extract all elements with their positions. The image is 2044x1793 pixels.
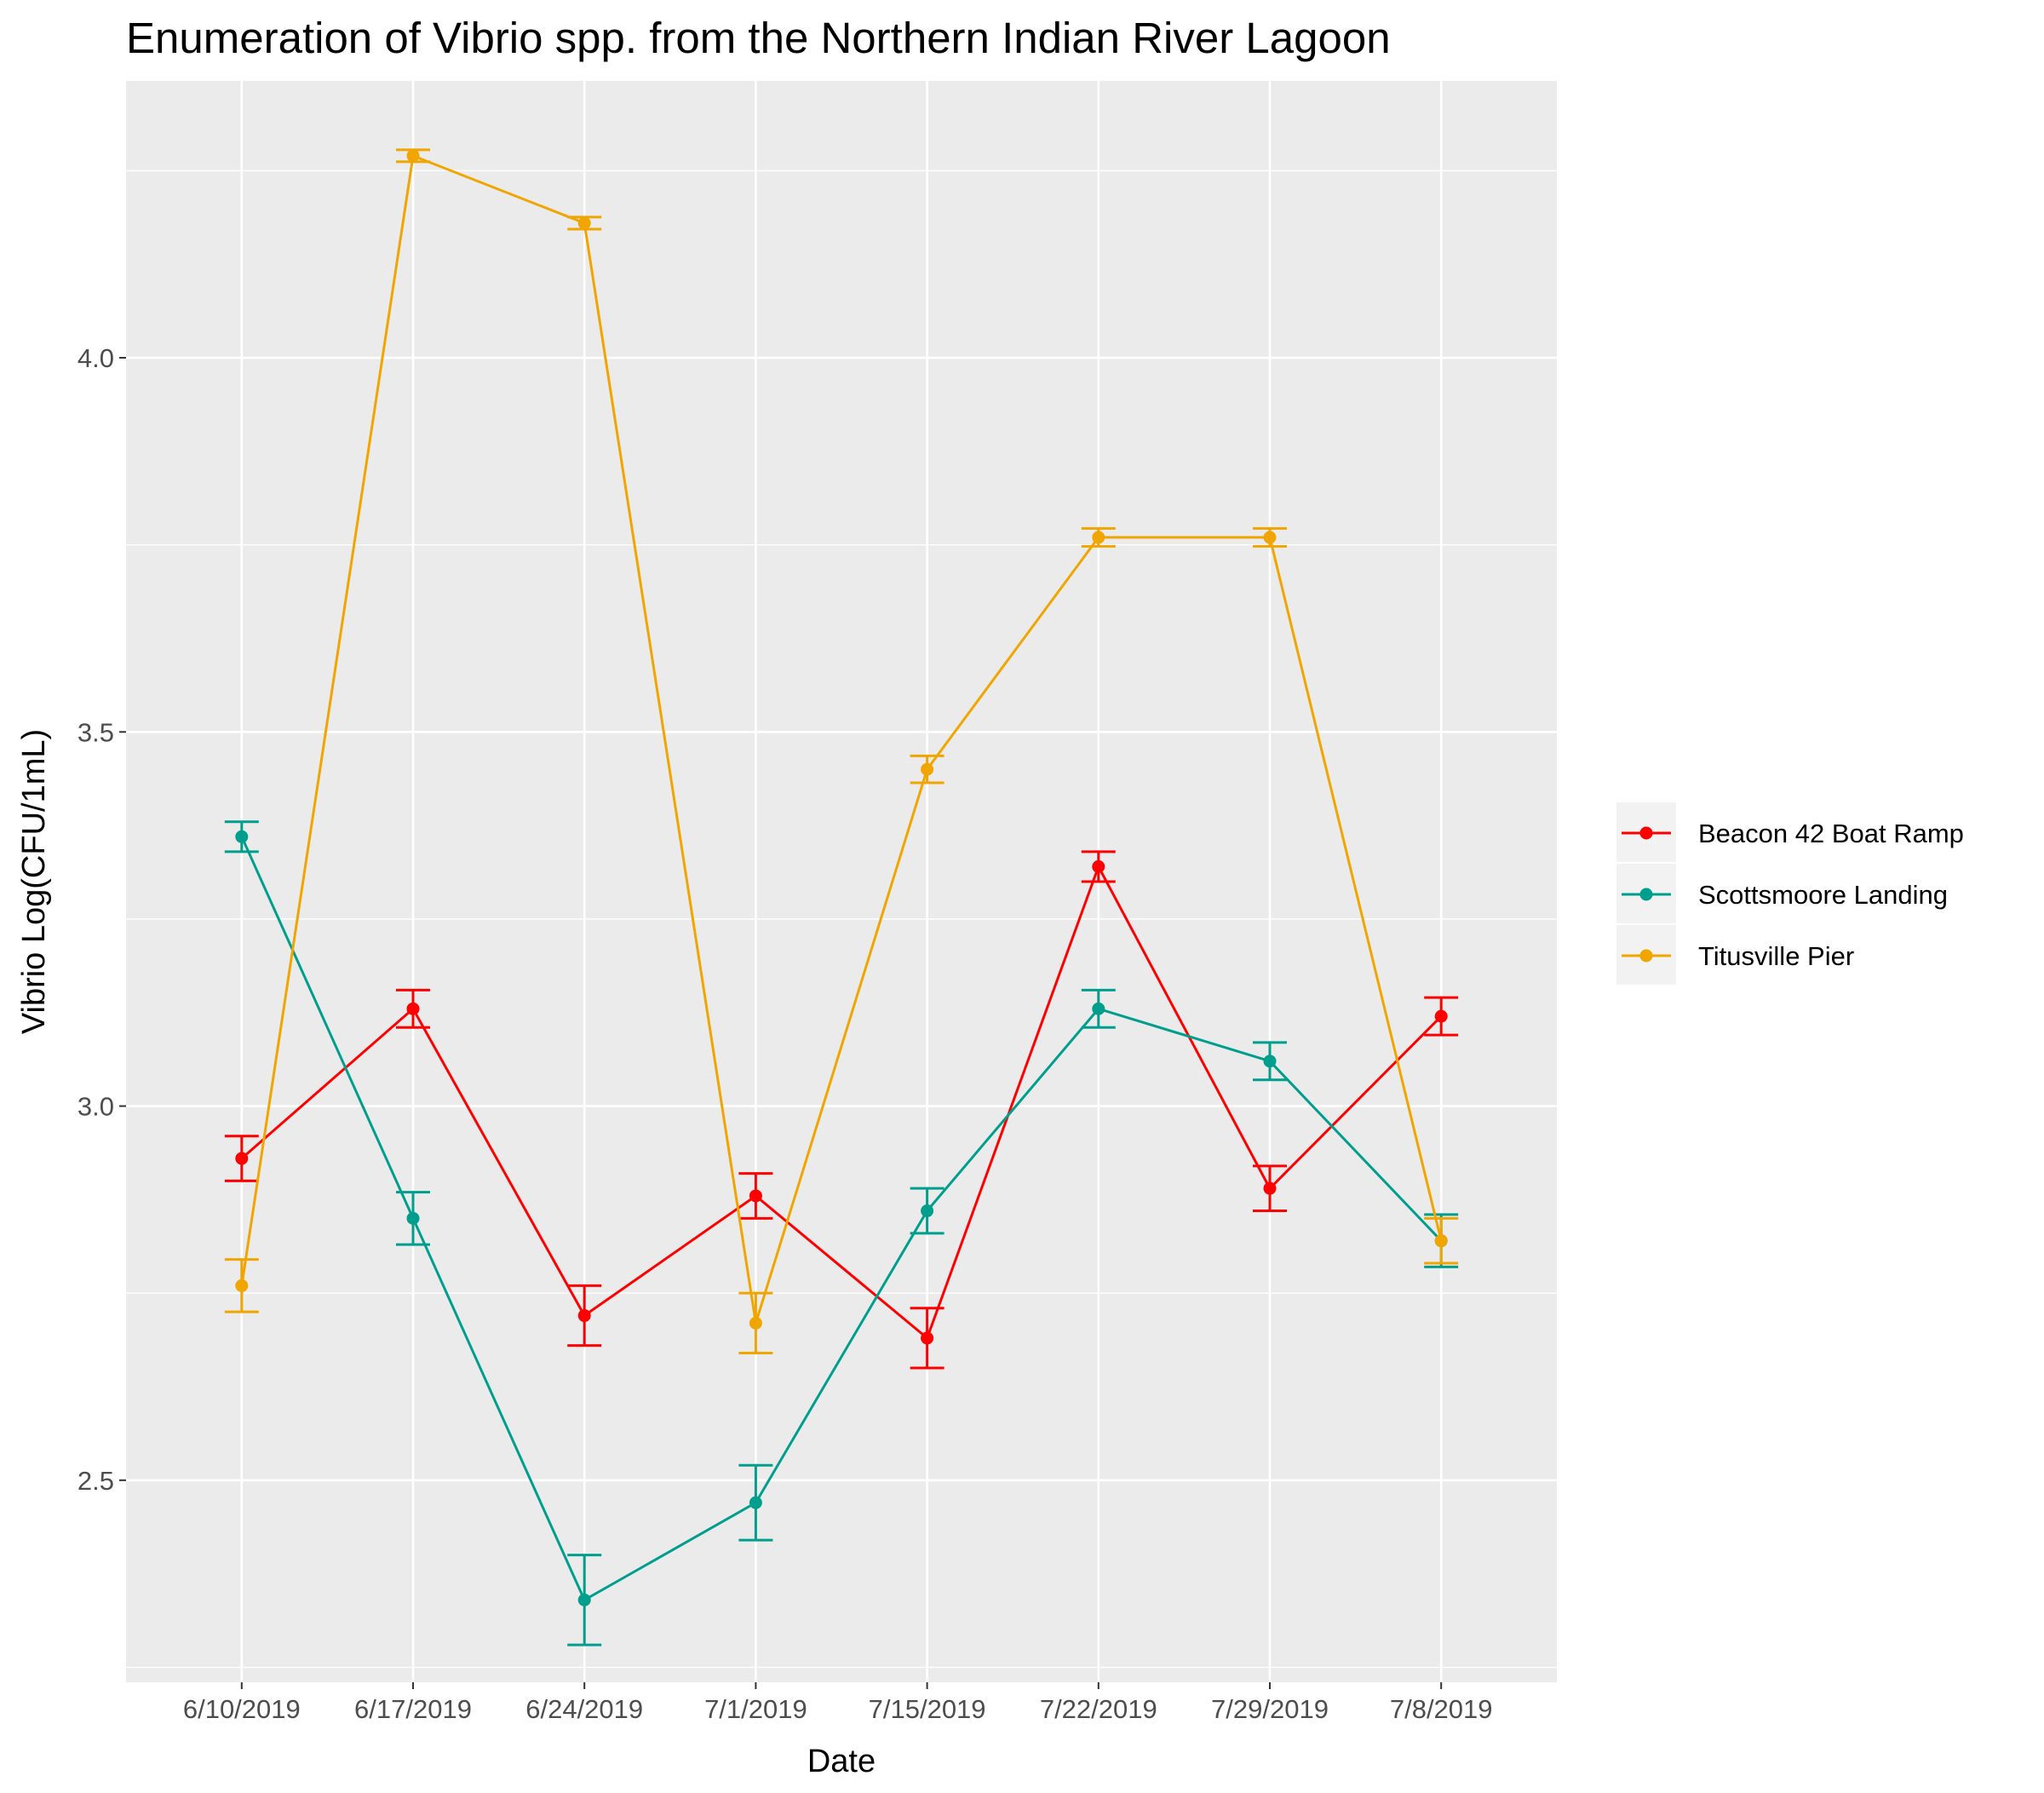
data-point	[1092, 1002, 1105, 1015]
data-point	[1434, 1009, 1448, 1023]
x-tick-label: 7/1/2019	[704, 1694, 807, 1724]
legend-label: Titusville Pier	[1698, 941, 1854, 971]
x-tick-label: 6/17/2019	[354, 1694, 472, 1724]
legend-key-point	[1639, 826, 1653, 840]
legend-item: Beacon 42 Boat Ramp	[1616, 802, 1964, 862]
y-axis: 2.5 3.0 3.5 4.0	[78, 343, 126, 1496]
data-point	[577, 1309, 591, 1323]
x-tick-label: 7/8/2019	[1390, 1694, 1493, 1724]
data-point	[235, 1279, 249, 1292]
data-point	[921, 1204, 934, 1218]
data-point	[577, 1593, 591, 1606]
y-tick-label: 3.5	[78, 717, 114, 747]
data-point	[921, 762, 934, 776]
x-tick-label: 7/22/2019	[1040, 1694, 1157, 1724]
y-axis-title: Vibrio Log(CFU/1mL)	[16, 729, 52, 1034]
legend-item: Titusville Pier	[1616, 925, 1854, 985]
grid-major	[126, 81, 1557, 1682]
x-axis-title: Date	[807, 1744, 876, 1779]
legend-item: Scottsmoore Landing	[1616, 864, 1948, 923]
y-tick-label: 4.0	[78, 343, 114, 373]
y-tick-label: 2.5	[78, 1466, 114, 1496]
data-point	[235, 830, 249, 843]
series-line	[240, 836, 1443, 1602]
series-1	[224, 850, 1459, 1370]
data-point	[235, 1152, 249, 1165]
legend-label: Scottsmoore Landing	[1698, 880, 1948, 910]
legend: Beacon 42 Boat Ramp Scottsmoore Landing Ti…	[1616, 802, 1964, 985]
series-line	[240, 863, 1443, 1341]
x-tick-label: 7/15/2019	[869, 1694, 986, 1724]
data-point	[749, 1496, 762, 1509]
x-axis: 6/10/2019 6/17/2019 6/24/2019 7/1/2019 7/15/…	[183, 1682, 1493, 1724]
x-tick-label: 7/29/2019	[1211, 1694, 1329, 1724]
series-3	[224, 148, 1459, 1354]
data-point	[1092, 531, 1105, 544]
chart-title: Enumeration of Vibrio spp. from the Nort…	[126, 14, 1391, 62]
data-point	[406, 1002, 420, 1015]
data-point	[1263, 1181, 1277, 1195]
data-point	[921, 1331, 934, 1345]
legend-key-point	[1639, 888, 1653, 901]
data-point	[406, 1211, 420, 1225]
data-point	[1263, 1055, 1277, 1068]
data-point	[1092, 859, 1105, 873]
y-tick-label: 3.0	[78, 1092, 114, 1122]
series-line	[240, 153, 1443, 1324]
x-tick-label: 6/24/2019	[525, 1694, 643, 1724]
plot-panel	[126, 81, 1557, 1682]
data-point	[1434, 1234, 1448, 1248]
data-point	[1263, 531, 1277, 544]
legend-label: Beacon 42 Boat Ramp	[1698, 819, 1964, 848]
data-point	[749, 1316, 762, 1330]
x-tick-label: 6/10/2019	[183, 1694, 301, 1724]
data-point	[406, 149, 420, 163]
data-point	[749, 1189, 762, 1203]
grid-minor	[126, 170, 1557, 1669]
legend-key-point	[1639, 949, 1653, 963]
data-point	[577, 216, 591, 230]
series-layer	[224, 148, 1459, 1646]
series-2	[224, 820, 1459, 1646]
